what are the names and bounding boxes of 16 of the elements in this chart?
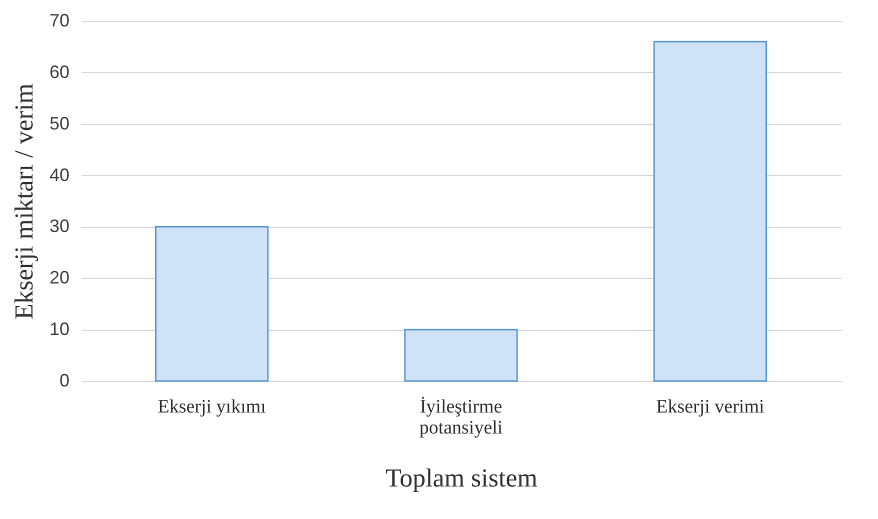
x-tick-label: Ekserji verimi [656,396,764,418]
y-tick-label: 0 [59,370,70,390]
bar [653,40,767,382]
y-tick-label: 20 [49,268,70,288]
x-tick-label: Ekserji yıkımı [158,396,266,418]
y-tick-label: 30 [49,216,70,236]
y-tick-label: 40 [49,164,70,185]
y-tick-label: 70 [49,10,70,30]
y-tick-label: 10 [49,319,70,340]
bar [155,226,269,382]
x-axis-title: Toplam sistem [385,464,538,492]
y-tick-label: 60 [49,62,70,82]
y-tick-label: 50 [49,113,70,134]
x-tick-label: İyileştirme potansiyeli [419,396,503,438]
bar [404,328,518,382]
y-axis-title: Ekserji miktarı / verim [9,83,38,320]
